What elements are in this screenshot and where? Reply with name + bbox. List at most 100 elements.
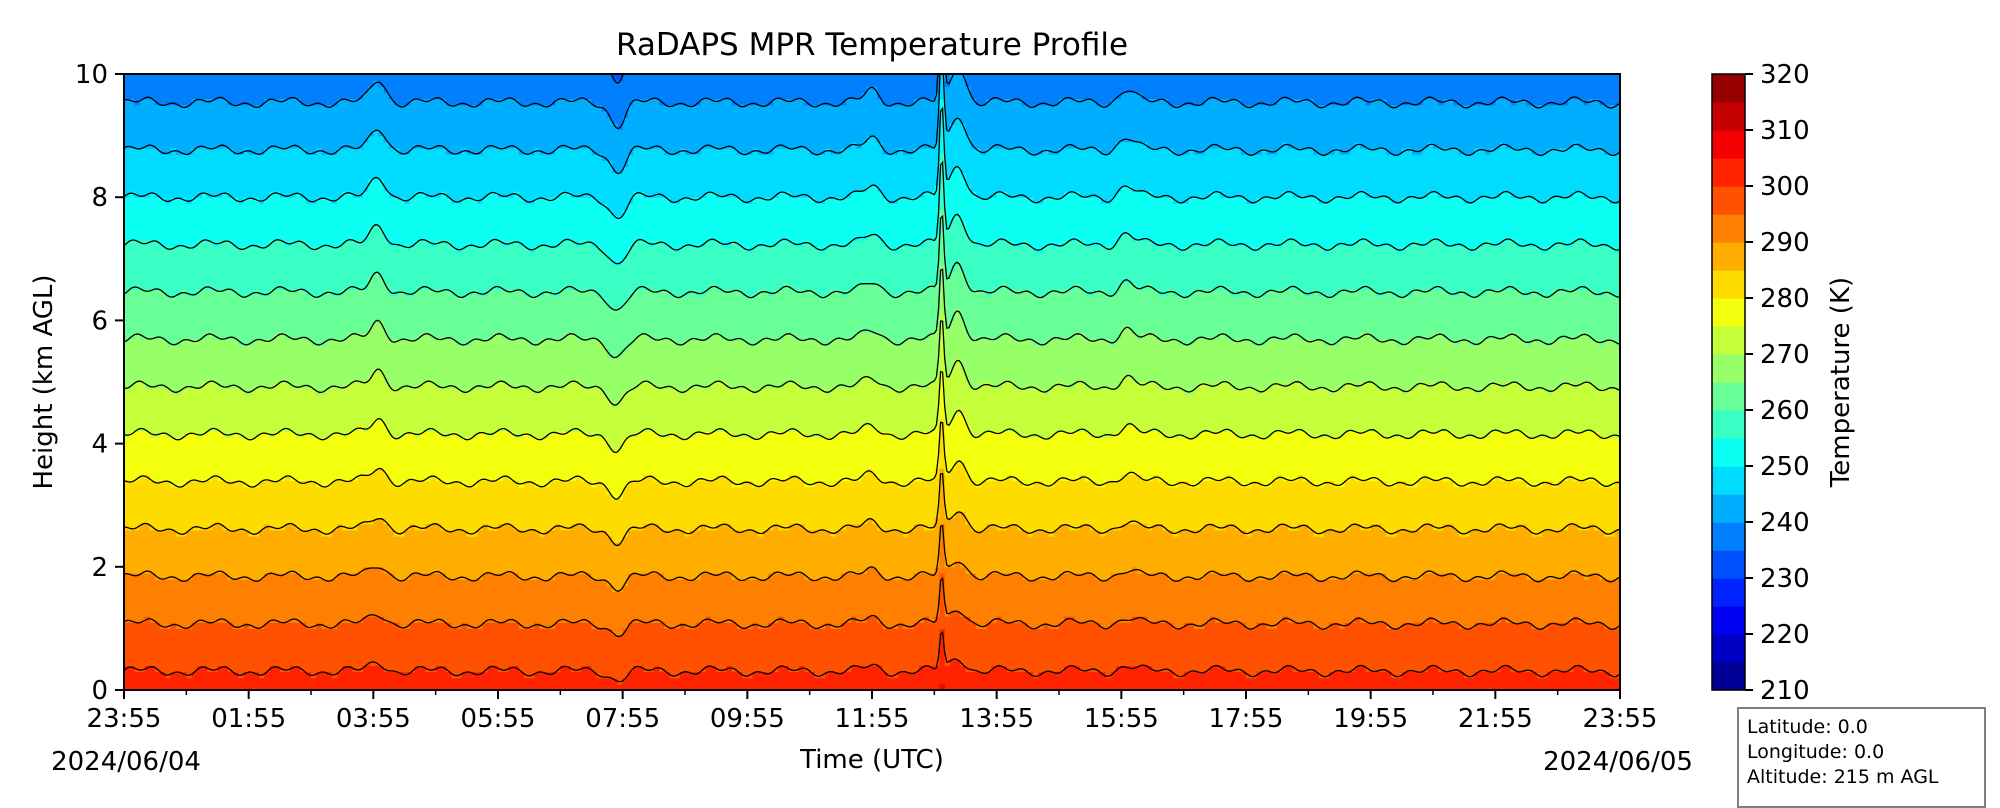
temperature-cell	[1578, 98, 1585, 149]
temperature-cell	[290, 523, 297, 574]
temperature-cell	[456, 295, 463, 346]
temperature-cell	[607, 74, 613, 118]
temperature-cell	[518, 338, 525, 389]
temperature-cell	[1178, 677, 1185, 690]
temperature-cell	[1391, 295, 1398, 340]
temperature-cell	[425, 671, 432, 690]
temperature-cell	[1448, 480, 1455, 525]
temperature-cell	[794, 572, 800, 623]
temperature-cell	[1053, 671, 1060, 690]
temperature-cell	[669, 628, 676, 679]
temperature-cell	[1417, 579, 1424, 623]
temperature-cell	[685, 628, 691, 673]
temperature-cell	[736, 529, 743, 580]
temperature-cell	[633, 147, 639, 192]
temperature-cell	[1251, 154, 1257, 204]
temperature-cell	[1048, 154, 1055, 198]
temperature-cell	[508, 388, 515, 432]
temperature-cell	[300, 74, 307, 106]
temperature-cell	[1027, 154, 1034, 198]
temperature-cell	[664, 74, 671, 106]
temperature-cell	[212, 74, 219, 100]
temperature-cell	[887, 388, 894, 432]
temperature-cell	[186, 529, 193, 580]
temperature-cell	[835, 628, 842, 673]
temperature-cell	[861, 92, 868, 143]
temperature-cell	[1552, 671, 1559, 690]
temperature-cell	[1271, 382, 1278, 432]
temperature-cell	[1365, 671, 1372, 690]
temperature-cell	[1152, 671, 1159, 690]
temperature-cell	[1110, 98, 1117, 149]
temperature-cell	[887, 104, 894, 155]
temperature-cell	[1365, 382, 1372, 432]
temperature-cell	[555, 197, 561, 248]
temperature-cell	[747, 104, 754, 155]
temperature-cell	[1578, 431, 1585, 482]
temperature-cell	[1568, 74, 1574, 100]
temperature-cell	[1292, 431, 1299, 482]
temperature-cell	[1360, 191, 1367, 241]
temperature-cell	[1355, 572, 1361, 617]
temperature-cell	[752, 104, 759, 149]
temperature-cell	[653, 572, 660, 623]
temperature-cell	[1162, 147, 1169, 198]
temperature-cell	[970, 191, 977, 241]
temperature-cell	[939, 154, 946, 211]
temperature-cell	[783, 431, 790, 482]
temperature-cell	[1370, 98, 1377, 149]
temperature-cell	[929, 665, 935, 690]
temperature-cell	[1282, 98, 1289, 143]
temperature-cell	[420, 480, 426, 531]
temperature-cell	[799, 622, 806, 666]
temperature-cell	[814, 295, 821, 340]
temperature-cell	[259, 338, 265, 389]
temperature-cell	[788, 622, 795, 673]
temperature-cell	[1604, 197, 1611, 248]
temperature-cell	[596, 480, 603, 531]
temperature-cell	[1199, 628, 1206, 673]
temperature-cell	[124, 240, 130, 291]
temperature-cell	[295, 572, 302, 623]
temperature-cell	[1490, 622, 1496, 673]
temperature-cell	[1599, 529, 1606, 580]
temperature-cell	[638, 382, 645, 432]
temperature-cell	[617, 683, 624, 690]
temperature-cell	[633, 338, 639, 389]
temperature-cell	[1433, 98, 1439, 149]
temperature-cell	[830, 246, 837, 291]
temperature-cell	[477, 628, 484, 673]
temperature-cell	[227, 579, 234, 623]
temperature-cell	[1391, 579, 1398, 629]
temperature-cell	[207, 572, 213, 623]
temperature-cell	[347, 74, 354, 100]
temperature-cell	[1417, 197, 1424, 248]
temperature-cell	[814, 203, 821, 248]
temperature-cell	[1469, 677, 1476, 690]
temperature-cell	[1043, 295, 1050, 346]
temperature-cell	[523, 628, 530, 679]
temperature-cell	[155, 240, 161, 291]
temperature-cell	[991, 572, 998, 623]
temperature-cell	[1183, 622, 1190, 673]
temperature-cell	[1443, 572, 1450, 623]
temperature-cell	[726, 246, 733, 291]
temperature-cell	[643, 622, 650, 673]
temperature-cell	[882, 579, 889, 629]
temperature-cell	[435, 431, 442, 482]
temperature-cell	[1381, 338, 1387, 389]
temperature-cell	[170, 295, 177, 346]
longitude-text: Longitude: 0.0	[1747, 741, 1885, 763]
temperature-cell	[1355, 431, 1361, 482]
temperature-cell	[1505, 98, 1512, 149]
temperature-cell	[1271, 74, 1278, 106]
temperature-cell	[1542, 388, 1548, 439]
temperature-cell	[518, 289, 525, 340]
temperature-cell	[165, 628, 172, 679]
temperature-cell	[1225, 98, 1232, 149]
temperature-cell	[1230, 197, 1237, 248]
colorbar-tick-label: 230	[1760, 564, 1810, 594]
temperature-cell	[1282, 338, 1289, 389]
temperature-cell	[1433, 147, 1439, 192]
temperature-cell	[170, 147, 177, 198]
